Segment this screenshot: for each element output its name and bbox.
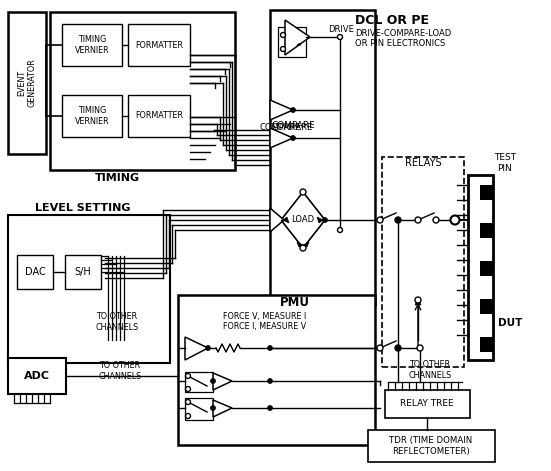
- Circle shape: [300, 189, 306, 195]
- Circle shape: [280, 47, 285, 51]
- Bar: [480, 261, 493, 276]
- Bar: [270, 10, 375, 305]
- Polygon shape: [213, 400, 232, 417]
- Text: PMU: PMU: [280, 297, 310, 309]
- Bar: [8, 358, 66, 394]
- Text: COMPARE: COMPARE: [260, 122, 301, 131]
- Circle shape: [186, 374, 191, 379]
- Text: FORCE V, MEASURE I: FORCE V, MEASURE I: [223, 311, 306, 320]
- Circle shape: [433, 217, 439, 223]
- Circle shape: [267, 379, 273, 383]
- Bar: [128, 24, 190, 66]
- Polygon shape: [270, 100, 293, 120]
- Bar: [17, 255, 53, 289]
- Polygon shape: [270, 128, 293, 148]
- Circle shape: [186, 414, 191, 419]
- Text: TEST
PIN: TEST PIN: [494, 153, 516, 173]
- Circle shape: [186, 387, 191, 391]
- Text: TIMING
VERNIER: TIMING VERNIER: [75, 106, 109, 126]
- Text: TDR (TIME DOMAIN
REFLECTOMETER): TDR (TIME DOMAIN REFLECTOMETER): [390, 436, 473, 456]
- Bar: [480, 337, 493, 352]
- Circle shape: [210, 406, 215, 411]
- Circle shape: [377, 217, 383, 223]
- Circle shape: [338, 227, 343, 233]
- Text: TO OTHER
CHANNELS: TO OTHER CHANNELS: [99, 361, 142, 381]
- Text: DRIVE-COMPARE-LOAD: DRIVE-COMPARE-LOAD: [355, 29, 451, 38]
- Circle shape: [377, 345, 383, 351]
- Bar: [62, 95, 122, 137]
- Text: RELAYS: RELAYS: [404, 158, 441, 168]
- Circle shape: [290, 136, 295, 140]
- Bar: [382, 157, 464, 367]
- Circle shape: [415, 297, 421, 303]
- Polygon shape: [213, 373, 232, 390]
- Circle shape: [395, 217, 401, 223]
- Text: DUT: DUT: [498, 318, 522, 328]
- Text: TIMING
VERNIER: TIMING VERNIER: [75, 35, 109, 55]
- Bar: [8, 12, 46, 154]
- Bar: [178, 295, 375, 445]
- Bar: [65, 255, 101, 289]
- Polygon shape: [317, 217, 323, 223]
- Circle shape: [210, 379, 215, 383]
- Circle shape: [396, 346, 401, 350]
- Text: EVENT
GENERATOR: EVENT GENERATOR: [17, 58, 37, 107]
- Circle shape: [267, 346, 273, 350]
- Bar: [185, 372, 213, 392]
- Bar: [368, 430, 495, 462]
- Circle shape: [280, 32, 285, 38]
- Bar: [480, 185, 493, 200]
- Circle shape: [322, 218, 327, 222]
- Bar: [278, 27, 306, 57]
- Bar: [185, 398, 213, 420]
- Bar: [385, 390, 470, 418]
- Text: TO OTHER
CHANNELS: TO OTHER CHANNELS: [408, 360, 452, 380]
- Text: DCL OR PE: DCL OR PE: [355, 14, 429, 26]
- Circle shape: [267, 406, 273, 411]
- Polygon shape: [285, 20, 310, 55]
- Text: FORMATTER: FORMATTER: [135, 41, 183, 49]
- Circle shape: [395, 345, 401, 351]
- Text: ADC: ADC: [24, 371, 50, 381]
- Text: LOAD: LOAD: [291, 216, 315, 225]
- Text: DRIVE: DRIVE: [328, 25, 354, 34]
- Circle shape: [186, 399, 191, 405]
- Bar: [128, 95, 190, 137]
- Circle shape: [396, 218, 401, 222]
- Text: RELAY TREE: RELAY TREE: [400, 399, 454, 408]
- Bar: [480, 299, 493, 314]
- Text: FORMATTER: FORMATTER: [135, 112, 183, 121]
- Text: FORCE I, MEASURE V: FORCE I, MEASURE V: [223, 322, 306, 331]
- Polygon shape: [297, 242, 303, 247]
- Text: COMPARE: COMPARE: [272, 121, 316, 130]
- Circle shape: [415, 217, 421, 223]
- Circle shape: [300, 245, 306, 251]
- Polygon shape: [185, 337, 208, 360]
- Polygon shape: [283, 217, 289, 223]
- Bar: [480, 223, 493, 238]
- Polygon shape: [303, 242, 309, 247]
- Text: DAC: DAC: [25, 267, 45, 277]
- Bar: [8, 215, 170, 363]
- Text: COMPARE: COMPARE: [272, 122, 314, 131]
- Text: S/H: S/H: [74, 267, 91, 277]
- Polygon shape: [270, 208, 284, 232]
- Polygon shape: [297, 43, 302, 46]
- Text: TO OTHER
CHANNELS: TO OTHER CHANNELS: [95, 312, 139, 332]
- Bar: [50, 12, 235, 170]
- Bar: [62, 24, 122, 66]
- Text: OR PIN ELECTRONICS: OR PIN ELECTRONICS: [355, 39, 445, 48]
- Text: LEVEL SETTING: LEVEL SETTING: [35, 203, 131, 213]
- Polygon shape: [415, 298, 421, 305]
- Circle shape: [338, 34, 343, 40]
- Text: TIMING: TIMING: [94, 173, 139, 183]
- Circle shape: [451, 216, 460, 225]
- Bar: [468, 175, 493, 360]
- Circle shape: [206, 346, 210, 350]
- Circle shape: [417, 345, 423, 351]
- Circle shape: [290, 107, 295, 113]
